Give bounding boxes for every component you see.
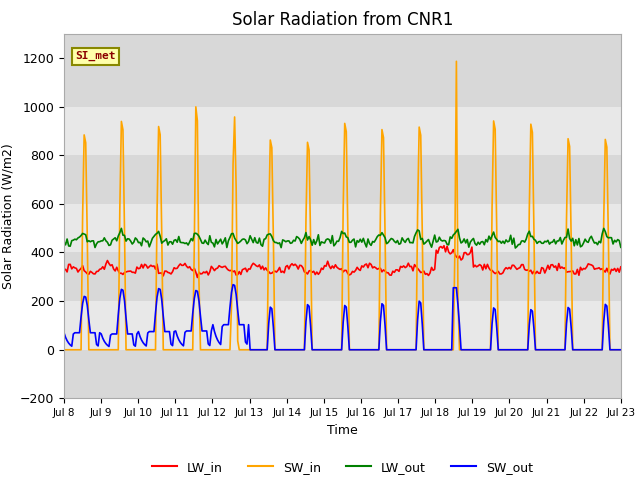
SW_out [307, 323, 314, 329]
Bar [64, 350, 621, 398]
SW_out [60, 330, 68, 336]
SW_out [246, 347, 254, 353]
LW_out [118, 226, 125, 231]
SW_in [129, 347, 136, 353]
SW_out [257, 347, 265, 353]
SW_out [589, 347, 596, 353]
LW_in [617, 264, 625, 270]
Line: LW_in: LW_in [64, 246, 621, 277]
Legend: LW_in, SW_in, LW_out, SW_out: LW_in, SW_in, LW_out, SW_out [147, 456, 538, 479]
SW_in [60, 347, 68, 353]
LW_in [129, 269, 136, 275]
LW_out [60, 239, 68, 245]
LW_out [617, 244, 625, 250]
SW_out [617, 347, 625, 353]
Y-axis label: Solar Radiation (W/m2): Solar Radiation (W/m2) [1, 143, 14, 289]
Bar [64, 58, 621, 107]
X-axis label: Time: Time [327, 424, 358, 437]
LW_out [130, 240, 138, 245]
LW_out [511, 245, 519, 251]
LW_in [255, 262, 263, 268]
SW_out [229, 282, 237, 288]
LW_out [305, 234, 313, 240]
Bar [64, 252, 621, 301]
LW_in [228, 267, 236, 273]
Text: SI_met: SI_met [75, 51, 116, 61]
SW_out [226, 304, 234, 310]
SW_in [244, 347, 252, 353]
LW_out [228, 231, 236, 237]
SW_in [617, 347, 625, 353]
LW_in [193, 275, 201, 280]
SW_in [254, 347, 262, 353]
Line: LW_out: LW_out [64, 228, 621, 248]
SW_in [303, 140, 311, 145]
Bar [64, 204, 621, 252]
Title: Solar Radiation from CNR1: Solar Radiation from CNR1 [232, 11, 453, 29]
SW_in [452, 59, 460, 64]
SW_out [248, 347, 255, 353]
LW_out [255, 235, 263, 241]
LW_out [589, 237, 596, 243]
SW_in [588, 347, 595, 353]
LW_in [246, 266, 254, 272]
LW_in [60, 267, 68, 273]
LW_out [246, 233, 254, 239]
Bar [64, 155, 621, 204]
LW_in [440, 243, 448, 249]
LW_in [305, 268, 313, 274]
LW_in [589, 263, 596, 269]
Line: SW_out: SW_out [64, 285, 621, 350]
Bar [64, 301, 621, 350]
Line: SW_in: SW_in [64, 61, 621, 350]
Bar [64, 107, 621, 155]
SW_in [226, 347, 234, 353]
SW_out [129, 331, 136, 337]
